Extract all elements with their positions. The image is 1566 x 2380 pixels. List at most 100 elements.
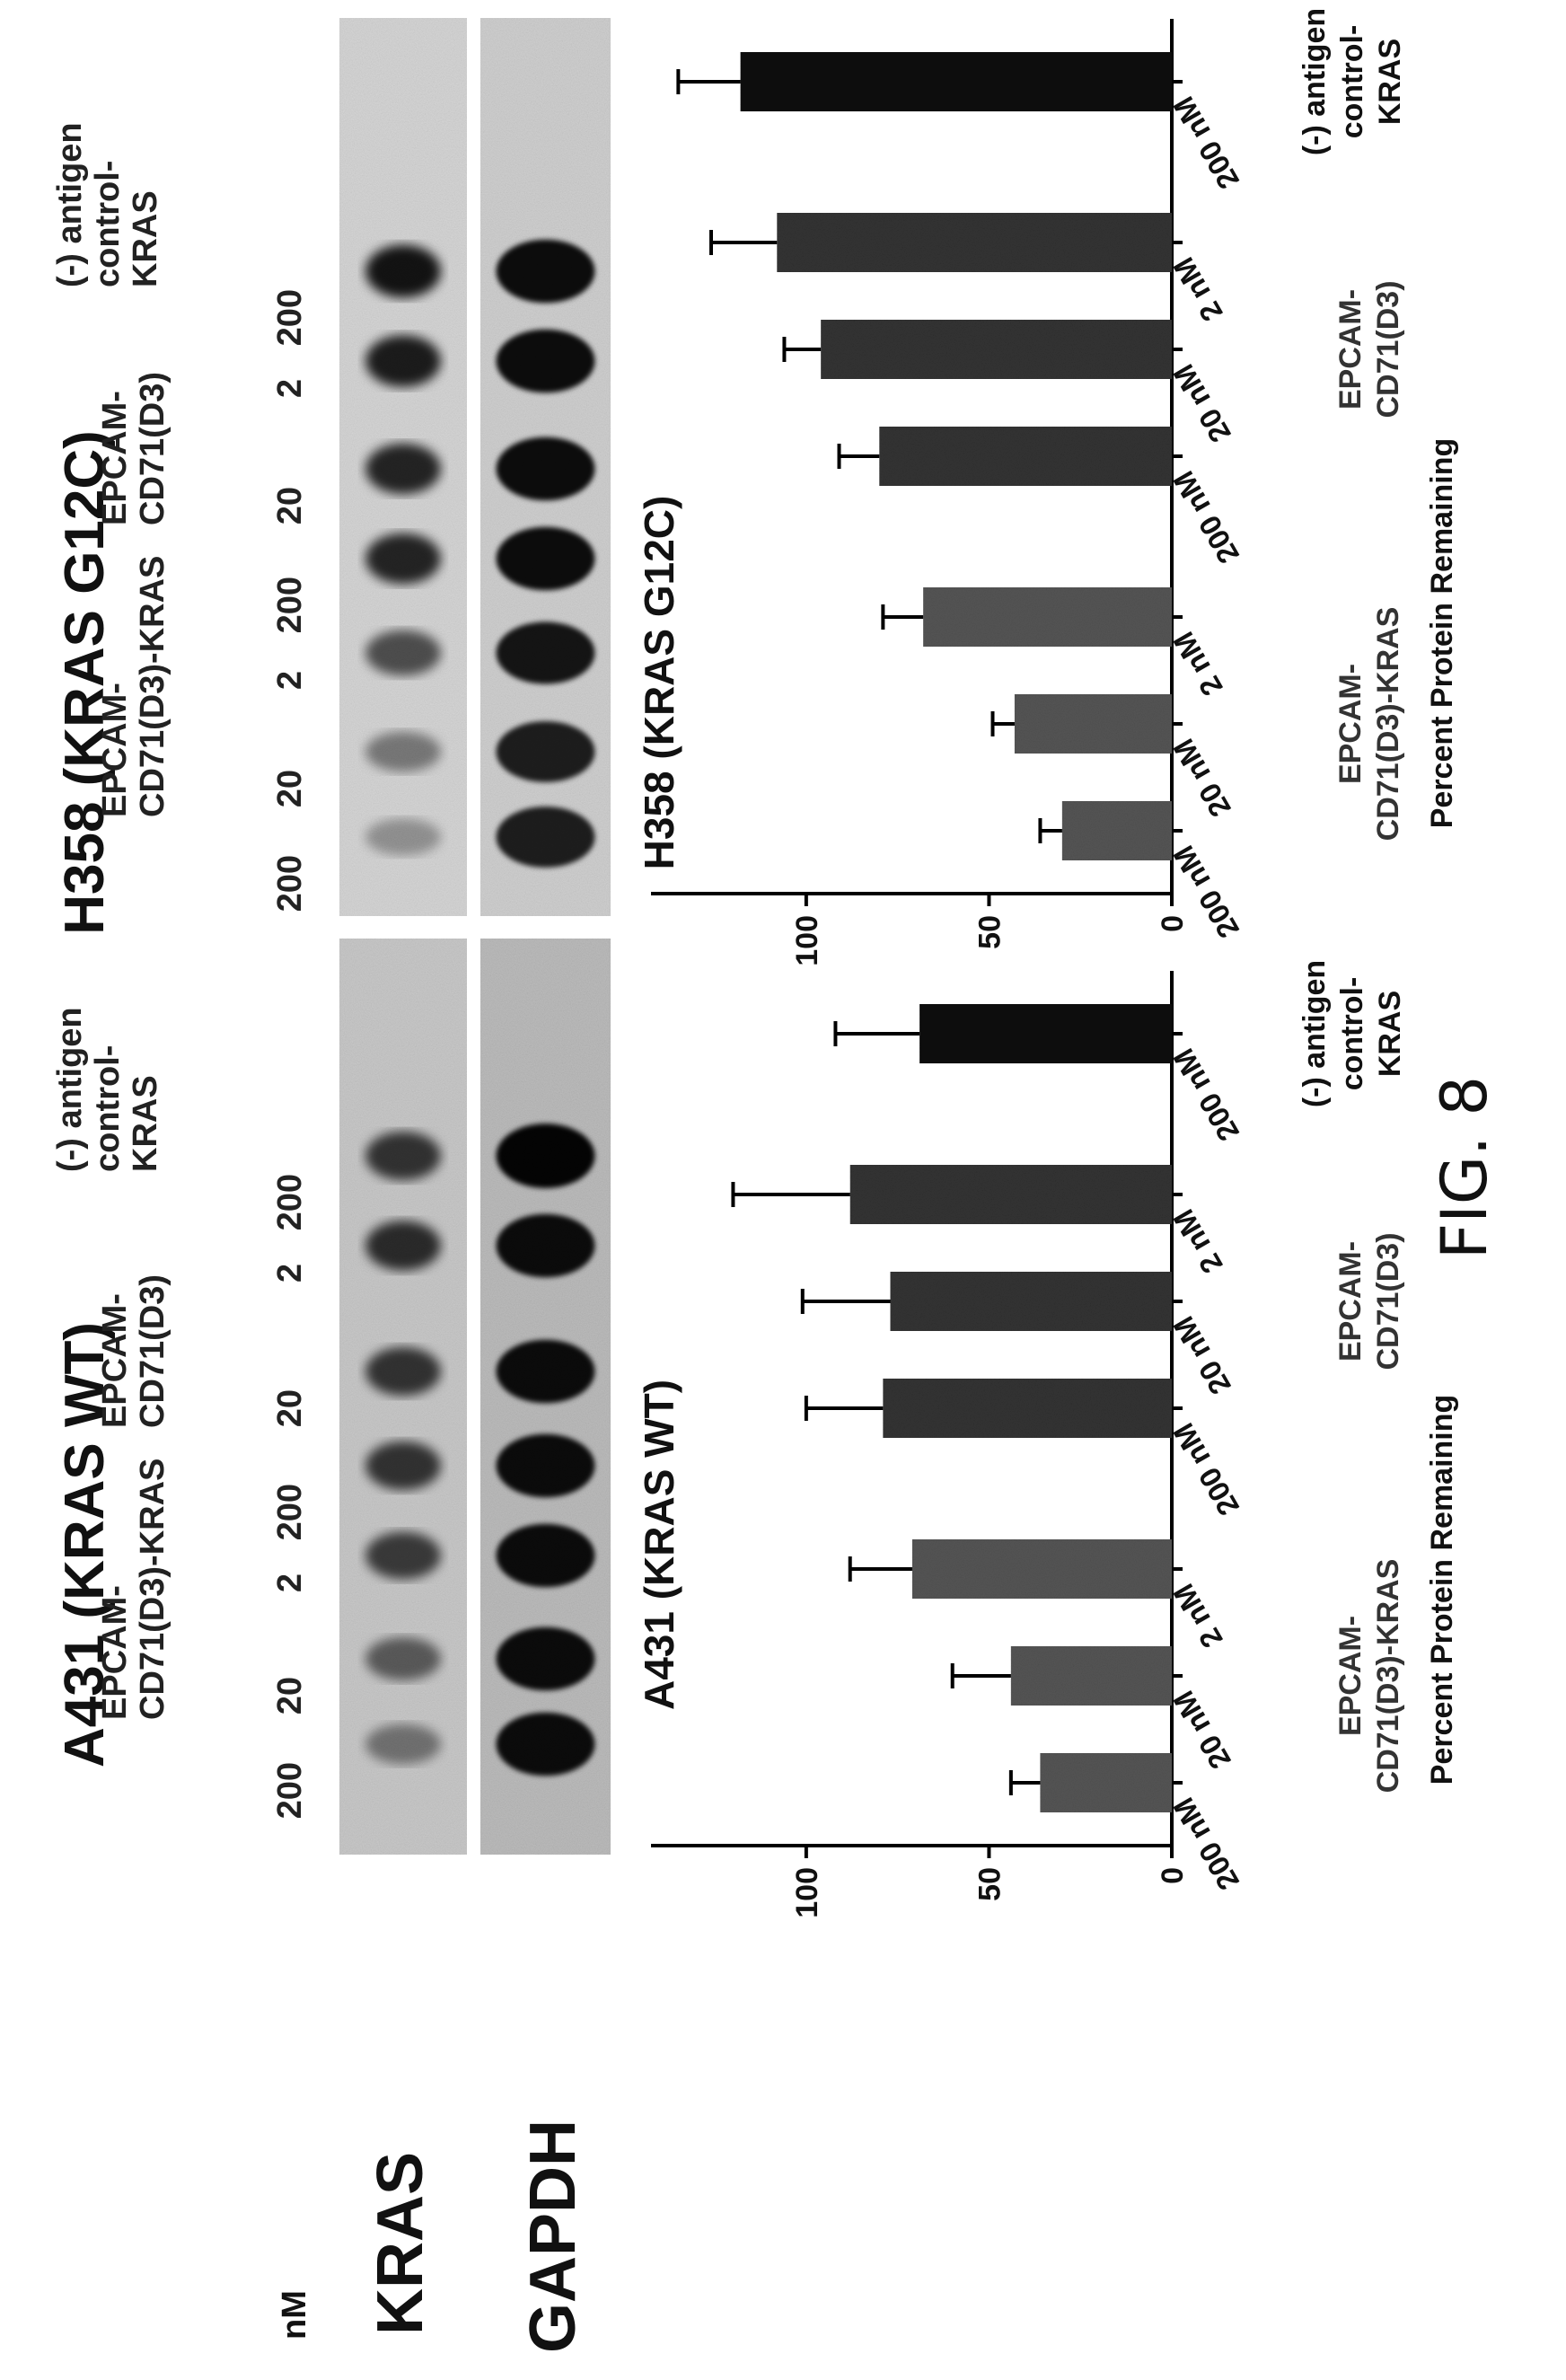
- lane-group-header: EPCAM- CD71(D3)-KRAS: [96, 556, 172, 817]
- gapdh-band: [496, 1124, 595, 1188]
- kras-band: [365, 630, 441, 676]
- lane-group-header-line: KRAS: [127, 1075, 164, 1172]
- gapdh-band: [496, 526, 595, 591]
- lane-group-header-line: EPCAM-: [96, 1293, 134, 1428]
- gapdh-band: [496, 1712, 595, 1776]
- x-tick-label: 2 nM: [1166, 627, 1229, 702]
- chart-group-label-line: EPCAM-: [1333, 289, 1368, 410]
- lane-group-header: EPCAM- CD71(D3): [96, 372, 172, 525]
- panel-title: A431 (KRAS WT): [54, 1322, 116, 1767]
- lane-conc-label: 200: [271, 1174, 309, 1230]
- kras-band: [365, 1221, 441, 1271]
- gapdh-band: [496, 436, 595, 501]
- chart-group-label-line: EPCAM-: [1333, 664, 1368, 784]
- lane-conc-label: 200: [271, 855, 309, 912]
- chart-group-label-line: control-: [1335, 977, 1369, 1091]
- kras-band: [365, 1637, 441, 1680]
- kras-band: [365, 244, 441, 298]
- bar: [879, 427, 1172, 486]
- lane-group-header: EPCAM- CD71(D3)-KRAS: [96, 1459, 172, 1720]
- x-tick-label: 200 nM: [1166, 1418, 1245, 1521]
- y-axis-label: Percent Protein Remaining: [1425, 1395, 1459, 1785]
- chart-group-label: EPCAM- CD71(D3): [1333, 280, 1405, 418]
- chart-group-label: EPCAM- CD71(D3)-KRAS: [1333, 1559, 1405, 1794]
- chart-group-label-line: KRAS: [1373, 991, 1407, 1077]
- gapdh-band: [496, 621, 595, 684]
- lane-conc-label: 2: [271, 379, 309, 398]
- lane-group-header-line: CD71(D3): [134, 1274, 172, 1428]
- gapdh-band: [496, 807, 595, 868]
- lane-conc-label: 200: [271, 1762, 309, 1819]
- x-tick-label: 20 nM: [1166, 1686, 1237, 1776]
- lane-conc-label: 20: [271, 487, 309, 524]
- chart-group-label-line: CD71(D3)-KRAS: [1371, 1559, 1405, 1794]
- chart-group-label-line: CD71(D3): [1371, 1232, 1405, 1370]
- bar: [919, 1004, 1172, 1063]
- kras-band: [365, 443, 441, 495]
- kras-band: [365, 1531, 441, 1580]
- kras-band: [365, 731, 441, 772]
- figure-label: FIG. 8: [1428, 1076, 1501, 1259]
- bar: [890, 1272, 1172, 1331]
- kras-band: [365, 1347, 441, 1396]
- gapdh-band: [496, 1213, 595, 1278]
- lane-group-header-line: control-: [89, 161, 127, 287]
- x-tick-label: 20 nM: [1166, 1311, 1237, 1401]
- kras-band: [365, 818, 441, 856]
- lane-conc-label: 2: [271, 1573, 309, 1592]
- lane-conc-label: 200: [271, 577, 309, 633]
- chart-group-label: (-) antigen control- KRAS: [1298, 960, 1407, 1107]
- conc-unit-label: nM: [276, 2290, 313, 2340]
- lane-group-header-line: control-: [89, 1045, 127, 1172]
- y-tick-label: 50: [972, 1867, 1007, 1901]
- lane-group-header-line: EPCAM-: [96, 391, 134, 525]
- lane-conc-label: 20: [271, 770, 309, 807]
- lane-group-header-line: CD71(D3)-KRAS: [134, 1459, 172, 1720]
- chart-group-label-line: (-) antigen: [1298, 960, 1332, 1107]
- gapdh-band: [496, 721, 595, 782]
- lane-conc-label: 2: [271, 1264, 309, 1283]
- y-axis-label: Percent Protein Remaining: [1425, 438, 1459, 829]
- chart-group-label-line: EPCAM-: [1333, 1616, 1368, 1736]
- lane-group-header-line: CD71(D3)-KRAS: [134, 556, 172, 817]
- bar: [821, 320, 1172, 379]
- lane-conc-label: 20: [271, 1677, 309, 1714]
- gapdh-band: [496, 1523, 595, 1588]
- chart-group-label-line: EPCAM-: [1333, 1241, 1368, 1362]
- x-tick-label: 200 nM: [1166, 466, 1245, 569]
- gapdh-band: [496, 1626, 595, 1691]
- x-tick-label: 2 nM: [1166, 1579, 1229, 1654]
- y-tick-label: 100: [790, 915, 824, 966]
- gapdh-band: [496, 1339, 595, 1404]
- chart-group-label-line: (-) antigen: [1298, 8, 1332, 155]
- x-tick-label: 20 nM: [1166, 359, 1237, 449]
- chart-group-label: (-) antigen control- KRAS: [1298, 8, 1407, 155]
- y-tick-label: 100: [790, 1867, 824, 1918]
- kras-band: [365, 1132, 441, 1180]
- row-label-kras: KRAS: [365, 2152, 436, 2335]
- y-tick-label: 0: [1156, 1867, 1190, 1884]
- panel-title: H358 (KRAS G12C): [54, 430, 116, 935]
- kras-band: [365, 1441, 441, 1490]
- bar: [777, 213, 1172, 272]
- x-tick-label: 2 nM: [1166, 252, 1229, 328]
- x-tick-label: 2 nM: [1166, 1204, 1229, 1280]
- lane-group-header-line: CD71(D3): [134, 372, 172, 525]
- lane-group-header-line: KRAS: [127, 190, 164, 287]
- lane-group-header: (-) antigen control- KRAS: [51, 1007, 164, 1172]
- bar: [883, 1379, 1172, 1438]
- row-label-gapdh: GAPDH: [517, 2120, 589, 2353]
- lane-group-header-line: EPCAM-: [96, 683, 134, 817]
- bar: [1014, 694, 1172, 754]
- chart-title: H358 (KRAS G12C): [636, 496, 682, 870]
- chart-group-label-line: CD71(D3)-KRAS: [1371, 607, 1405, 842]
- x-tick-label: 200 nM: [1166, 92, 1245, 195]
- blot-kras-membrane: [339, 939, 467, 1855]
- gapdh-band: [496, 1433, 595, 1498]
- chart-title: A431 (KRAS WT): [636, 1380, 682, 1710]
- bar: [923, 587, 1172, 647]
- lane-conc-label: 2: [271, 671, 309, 690]
- bar: [1061, 801, 1172, 860]
- bar: [911, 1539, 1172, 1599]
